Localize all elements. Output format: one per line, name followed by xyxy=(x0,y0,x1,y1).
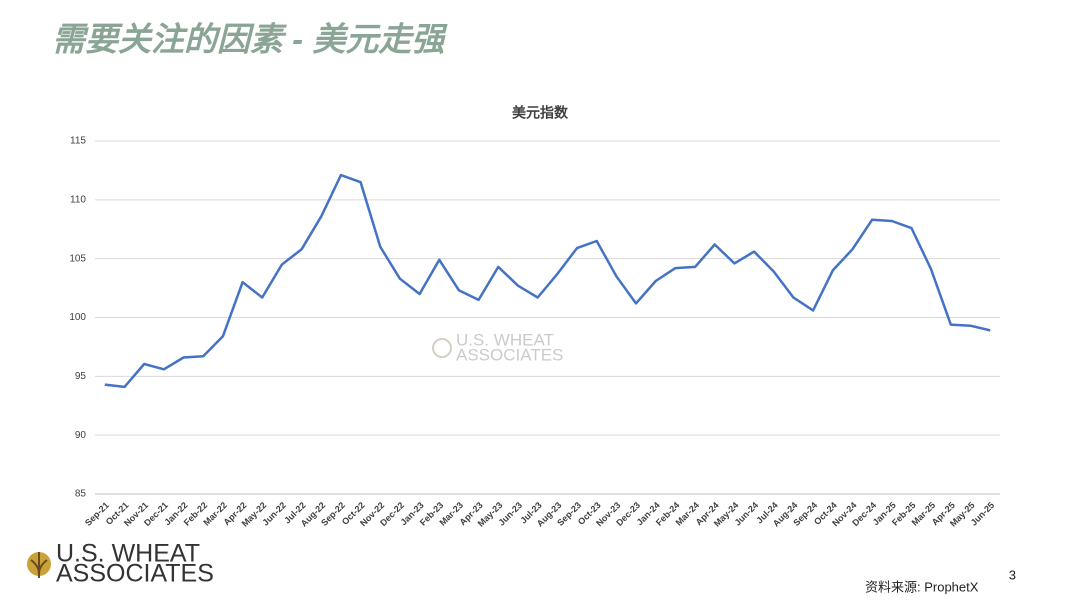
y-tick-label: 110 xyxy=(70,194,86,205)
logo: U.S. WHEAT ASSOCIATES xyxy=(27,540,214,588)
watermark: U.S. WHEAT ASSOCIATES xyxy=(432,330,563,364)
y-tick-label: 105 xyxy=(69,253,86,264)
page-number: 3 xyxy=(1009,567,1016,582)
y-tick-label: 100 xyxy=(69,312,86,323)
y-tick-label: 90 xyxy=(75,430,87,441)
slide-title: 需要关注的因素 - 美元走强 xyxy=(52,21,448,58)
watermark-text: ASSOCIATES xyxy=(456,345,563,364)
data-line xyxy=(104,173,991,389)
logo-text: U.S. WHEAT xyxy=(56,540,200,568)
chart-title: 美元指数 xyxy=(512,105,569,121)
y-tick-label: 115 xyxy=(70,136,86,147)
watermark-icon xyxy=(432,338,452,358)
logo-icon xyxy=(30,552,48,578)
watermark-text: U.S. WHEAT xyxy=(456,330,554,349)
source: 资料来源: ProphetX xyxy=(865,579,979,594)
y-tick-label: 95 xyxy=(75,371,87,382)
logo-text: ASSOCIATES xyxy=(56,560,214,588)
y-tick-label: 85 xyxy=(75,489,87,500)
